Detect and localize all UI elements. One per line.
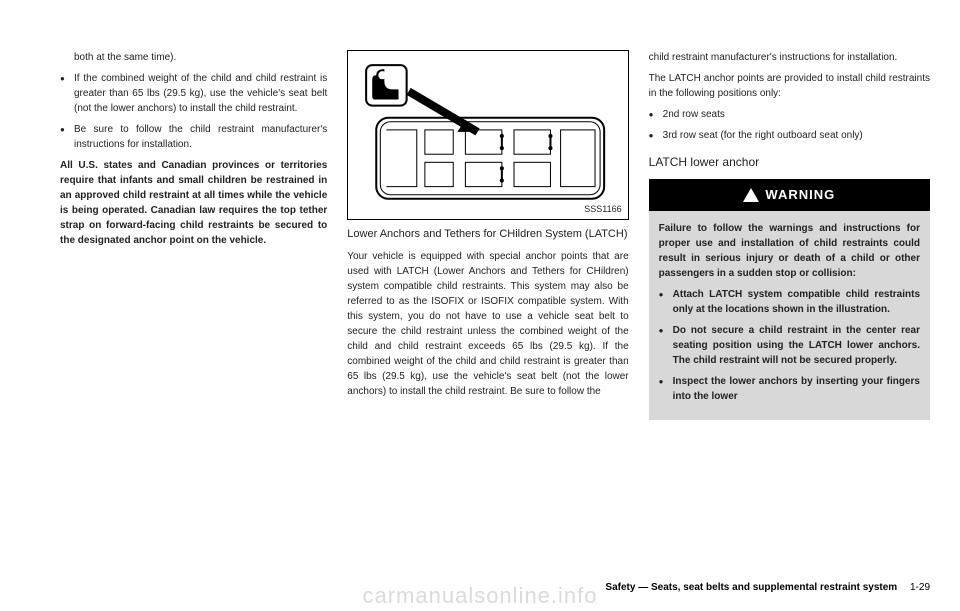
list-item: If the combined weight of the child and … xyxy=(60,71,327,116)
warning-bullet-list: Attach LATCH system compatible child res… xyxy=(659,287,920,404)
warning-header: WARNING xyxy=(649,179,930,211)
list-item: 2nd row seats xyxy=(649,107,930,122)
warning-label: WARNING xyxy=(765,185,835,205)
body-paragraph: The LATCH anchor points are provided to … xyxy=(649,71,930,101)
bullet-list: 2nd row seats 3rd row seat (for the righ… xyxy=(649,107,930,143)
intro-text: both at the same time). xyxy=(60,50,327,65)
manual-page: both at the same time). If the combined … xyxy=(0,0,960,560)
section-heading: LATCH lower anchor xyxy=(649,153,930,171)
watermark: carmanualsonline.info xyxy=(0,583,960,609)
bold-paragraph: All U.S. states and Canadian provinces o… xyxy=(60,158,327,248)
list-item: 3rd row seat (for the right outboard sea… xyxy=(649,128,930,143)
warning-body: Failure to follow the warnings and instr… xyxy=(649,211,930,420)
body-paragraph: child restraint manufacturer's instructi… xyxy=(649,50,930,65)
diagram-code: SSS1166 xyxy=(584,203,621,217)
list-item: Be sure to follow the child restraint ma… xyxy=(60,122,327,152)
warning-intro: Failure to follow the warnings and instr… xyxy=(659,221,920,281)
list-item: Do not secure a child restraint in the c… xyxy=(659,323,920,368)
warning-icon xyxy=(743,188,759,202)
list-item: Inspect the lower anchors by inserting y… xyxy=(659,374,920,404)
column-2: SSS1166 Lower Anchors and Tethers for CH… xyxy=(347,50,628,540)
vehicle-diagram: SSS1166 xyxy=(347,50,628,220)
latch-diagram-svg xyxy=(356,59,619,211)
body-paragraph: Your vehicle is equipped with special an… xyxy=(347,249,628,399)
list-item: Attach LATCH system compatible child res… xyxy=(659,287,920,317)
bullet-list: If the combined weight of the child and … xyxy=(60,71,327,152)
column-3: child restraint manufacturer's instructi… xyxy=(649,50,930,540)
column-1: both at the same time). If the combined … xyxy=(60,50,327,540)
subheading: Lower Anchors and Tethers for CHildren S… xyxy=(347,226,628,243)
